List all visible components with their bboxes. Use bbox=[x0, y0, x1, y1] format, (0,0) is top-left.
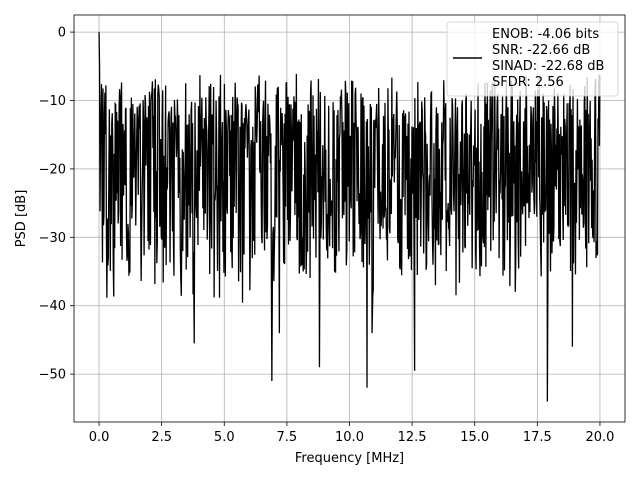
y-tick-label: −40 bbox=[39, 299, 66, 314]
legend: ENOB: -4.06 bits SNR: -22.66 dB SINAD: -… bbox=[446, 21, 619, 97]
legend-snr: SNR: -22.66 dB bbox=[492, 43, 590, 58]
y-tick-label: −10 bbox=[39, 94, 66, 109]
y-tick-label: 0 bbox=[58, 26, 66, 41]
legend-box bbox=[446, 21, 619, 97]
x-tick-label: 20.0 bbox=[585, 430, 614, 445]
y-axis-ticks: 0 −10 −20 −30 −40 −50 bbox=[39, 26, 74, 383]
x-tick-label: 0.0 bbox=[89, 430, 110, 445]
x-tick-label: 7.5 bbox=[277, 430, 298, 445]
x-tick-label: 12.5 bbox=[398, 430, 427, 445]
y-axis-label: PSD [dB] bbox=[14, 190, 29, 248]
legend-sinad: SINAD: -22.68 dB bbox=[492, 59, 604, 74]
x-tick-label: 5.0 bbox=[214, 430, 235, 445]
y-tick-label: −20 bbox=[39, 162, 66, 177]
x-tick-label: 2.5 bbox=[151, 430, 172, 445]
x-axis-label: Frequency [MHz] bbox=[295, 451, 404, 466]
legend-enob: ENOB: -4.06 bits bbox=[492, 27, 599, 42]
y-tick-label: −30 bbox=[39, 231, 66, 246]
x-tick-label: 15.0 bbox=[460, 430, 489, 445]
plot-area bbox=[98, 32, 601, 402]
x-axis-ticks: 0.0 2.5 5.0 7.5 10.0 12.5 15.0 17.5 20.0 bbox=[89, 422, 614, 445]
psd-series-line bbox=[98, 32, 601, 402]
y-tick-label: −50 bbox=[39, 368, 66, 383]
legend-sfdr: SFDR: 2.56 bbox=[492, 75, 564, 90]
x-tick-label: 17.5 bbox=[523, 430, 552, 445]
x-tick-label: 10.0 bbox=[335, 430, 364, 445]
